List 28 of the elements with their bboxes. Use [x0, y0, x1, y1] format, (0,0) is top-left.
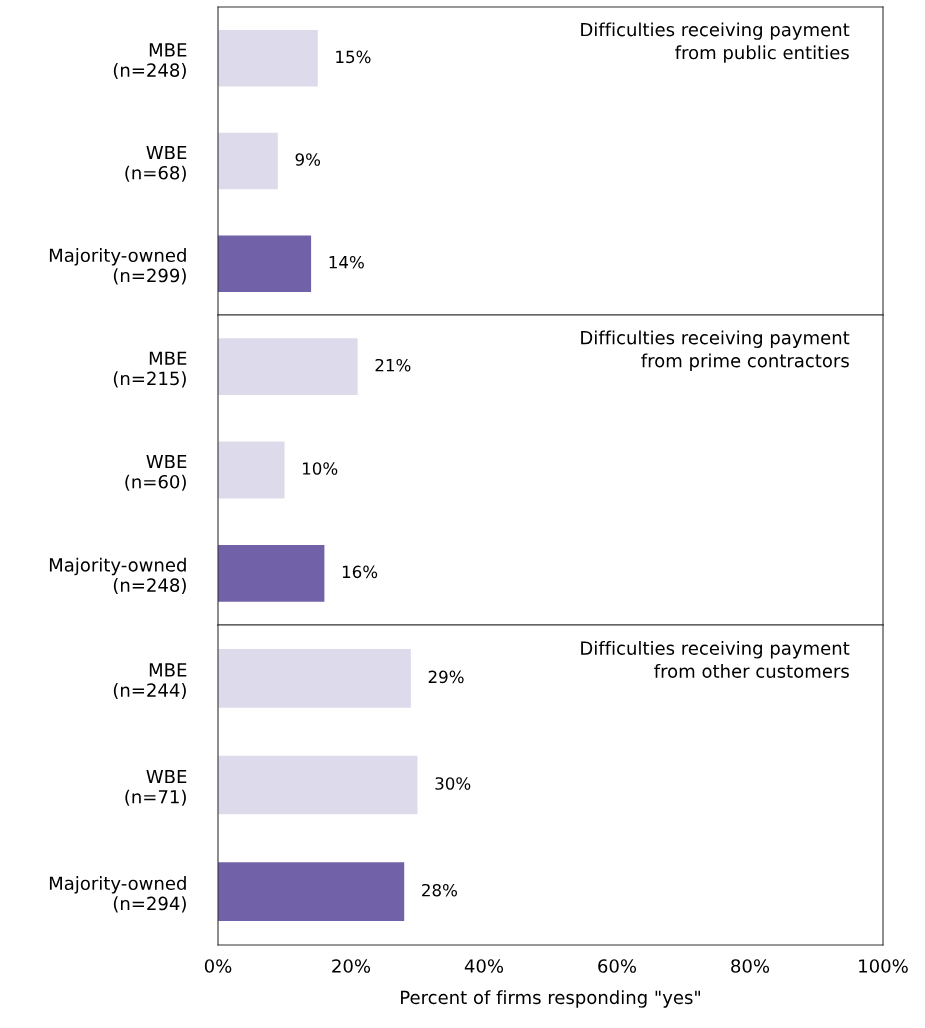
y-tick-label: WBE (n=68): [125, 145, 187, 182]
x-tick-label: 20%: [332, 959, 371, 973]
annotation: Difficulties receiving payment from prime contractors: [581, 330, 850, 371]
x-tick-label: 0%: [204, 959, 232, 973]
data-label: 14%: [329, 255, 364, 269]
x-tick-label: 80%: [731, 959, 770, 973]
data-label: 10%: [303, 462, 338, 475]
data-label: 15%: [336, 50, 371, 64]
x-axis-title: Percent of firms responding "yes": [401, 990, 700, 1008]
y-tick-label: WBE (n=60): [125, 454, 187, 491]
data-label: 21%: [375, 358, 411, 372]
data-label: 29%: [428, 670, 464, 684]
y-tick-label: MBE (n=244): [113, 663, 187, 700]
x-tick-label: 40%: [464, 959, 504, 973]
annotation: Difficulties receiving payment from other customers: [581, 641, 850, 678]
annotation: Difficulties receiving payment from public entities: [581, 22, 850, 63]
y-tick-label: MBE (n=215): [113, 351, 187, 388]
y-tick-label: WBE (n=71): [125, 769, 187, 806]
x-tick-label: 100%: [859, 959, 908, 973]
data-label: 30%: [435, 777, 471, 790]
y-tick-label: Majority-owned (n=248): [49, 557, 186, 595]
y-tick-label: Majority-owned (n=299): [49, 248, 186, 285]
data-label: 16%: [342, 565, 378, 579]
y-tick-label: Majority-owned (n=294): [49, 876, 186, 913]
data-label: 28%: [422, 883, 457, 897]
y-tick-label: MBE (n=248): [113, 43, 187, 80]
x-tick-label: 60%: [598, 959, 637, 973]
data-label: 9%: [295, 153, 321, 166]
